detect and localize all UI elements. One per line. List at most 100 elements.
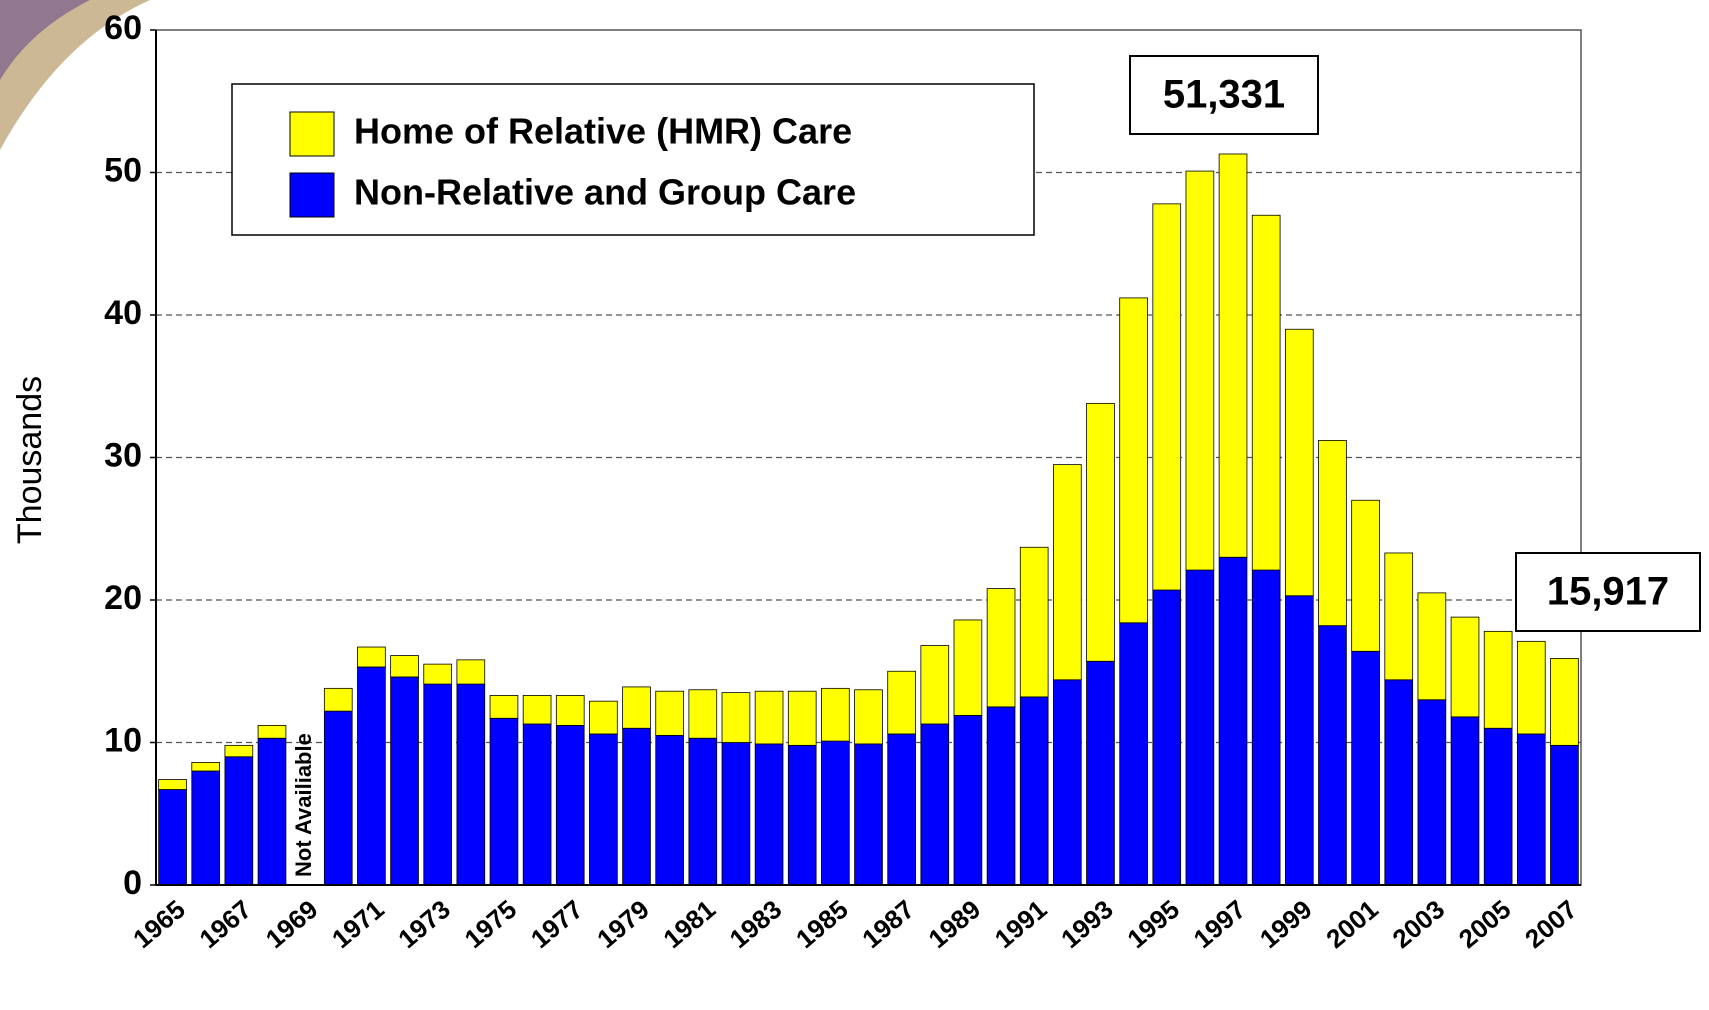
bar-segment [887, 733, 916, 886]
x-tick-label: 1983 [724, 894, 788, 954]
bar-segment [1152, 203, 1182, 591]
bar-segment [1086, 402, 1115, 662]
x-tick-label: 1993 [1055, 894, 1119, 954]
y-axis-label: Thousands [11, 376, 49, 544]
x-tick-label: 2003 [1387, 894, 1451, 954]
bar-segment [1483, 630, 1513, 729]
bar-segment [1550, 744, 1579, 886]
bar-segment [1251, 569, 1281, 886]
bar-segment [1218, 153, 1248, 558]
bar-segment [489, 717, 519, 886]
bar-segment [1251, 214, 1281, 571]
annotation-box [1129, 55, 1319, 135]
decoration [0, 0, 150, 150]
bar-segment [821, 740, 850, 886]
x-tick-label: 1969 [260, 894, 324, 954]
x-tick-label: 1999 [1254, 894, 1318, 954]
bar-segment [1053, 679, 1082, 886]
bar-segment [721, 742, 751, 886]
bar-segment [986, 588, 1016, 708]
bar-segment [1185, 569, 1215, 886]
bar-segment [1516, 733, 1546, 886]
bar-segment [721, 692, 751, 743]
bar-segment [357, 646, 386, 668]
bar-segment [1053, 464, 1082, 681]
bar-segment [655, 734, 684, 886]
legend-swatch [289, 111, 335, 157]
x-tick-label: 1981 [657, 894, 721, 954]
bar-segment [1185, 170, 1215, 571]
bar-segment [1318, 625, 1347, 886]
y-tick-label: 20 [104, 579, 142, 617]
legend-label: Home of Relative (HMR) Care [354, 111, 852, 152]
x-tick-label: 1987 [856, 894, 920, 954]
x-tick-label: 1973 [392, 894, 456, 954]
bar-segment [390, 655, 419, 678]
bar-segment [555, 725, 585, 886]
bar-segment [390, 676, 419, 886]
x-tick-label: 2001 [1320, 894, 1384, 954]
x-tick-label: 1997 [1188, 894, 1252, 954]
bar-segment [622, 686, 651, 729]
bar-segment [191, 762, 221, 772]
bar-segment [953, 619, 983, 716]
bar-segment [357, 666, 386, 886]
bar-segment [456, 683, 486, 886]
bar-segment [622, 727, 651, 886]
y-tick-label: 60 [104, 9, 142, 47]
y-tick-label: 50 [104, 151, 142, 189]
bar-segment [456, 659, 486, 685]
bar-segment [257, 737, 287, 886]
x-tick-label: 2005 [1453, 894, 1517, 954]
legend-label: Non-Relative and Group Care [354, 172, 856, 213]
bar-segment [854, 743, 883, 886]
bar-segment [522, 723, 552, 886]
x-tick-label: 1967 [194, 894, 258, 954]
bar-segment [589, 733, 618, 886]
bar-segment [1351, 650, 1380, 886]
x-tick-label: 2007 [1519, 894, 1583, 954]
bar-segment [1351, 499, 1380, 652]
bar-segment [1483, 727, 1513, 886]
bar-segment [1019, 696, 1049, 886]
bar-segment [1384, 552, 1414, 681]
bar-segment [1284, 328, 1314, 597]
bar-segment [1417, 699, 1447, 886]
bar-segment [1019, 546, 1049, 698]
bar-segment [920, 645, 950, 725]
annotation: 51,331 [1163, 73, 1285, 117]
bar-segment [224, 744, 254, 758]
bar-segment [257, 725, 287, 739]
bar-segment [1450, 716, 1480, 886]
bar-segment [854, 689, 883, 745]
legend-box [231, 83, 1035, 236]
bar-segment [1218, 556, 1248, 886]
bar-segment [1318, 439, 1347, 627]
bar-segment [1550, 658, 1579, 746]
decoration [0, 0, 90, 80]
bar-segment [1284, 595, 1314, 886]
bar-segment [821, 687, 850, 742]
bar-segment [323, 710, 353, 886]
bar-segment [887, 670, 916, 735]
x-tick-label: 1995 [1121, 894, 1185, 954]
bar-segment [688, 689, 718, 739]
x-tick-label: 1975 [459, 894, 523, 954]
bar-segment [754, 690, 784, 745]
bar-segment [589, 700, 618, 735]
bar-segment [191, 770, 221, 886]
x-tick-label: 1979 [591, 894, 655, 954]
x-tick-label: 1971 [326, 894, 390, 954]
y-tick-label: 0 [123, 864, 142, 902]
bar-segment [1119, 297, 1148, 624]
x-tick-label: 1991 [989, 894, 1053, 954]
y-tick-label: 40 [104, 294, 142, 332]
legend-swatch [289, 172, 335, 218]
bar-segment [920, 723, 950, 886]
bar-segment [1417, 592, 1447, 701]
bar-segment [1152, 589, 1182, 886]
x-tick-label: 1985 [790, 894, 854, 954]
bar-segment [953, 715, 983, 886]
bar-segment [754, 743, 784, 886]
y-tick-label: 30 [104, 436, 142, 474]
